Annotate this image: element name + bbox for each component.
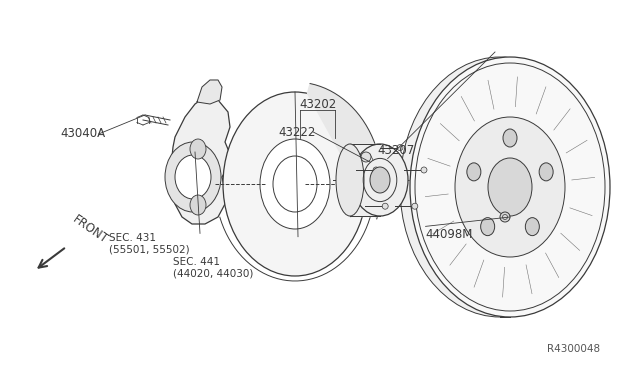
- Ellipse shape: [190, 139, 206, 159]
- Ellipse shape: [525, 218, 540, 235]
- Ellipse shape: [175, 155, 211, 199]
- Polygon shape: [307, 84, 382, 219]
- Polygon shape: [197, 80, 222, 104]
- Circle shape: [382, 203, 388, 209]
- Text: FRONT: FRONT: [70, 213, 111, 247]
- Ellipse shape: [455, 117, 565, 257]
- Ellipse shape: [352, 144, 408, 216]
- Ellipse shape: [190, 195, 206, 215]
- Text: 44098M: 44098M: [426, 228, 473, 241]
- Text: SEC. 431
(55501, 55502): SEC. 431 (55501, 55502): [109, 232, 189, 254]
- Ellipse shape: [223, 92, 367, 276]
- Text: R4300048: R4300048: [547, 344, 600, 354]
- Ellipse shape: [503, 129, 517, 147]
- Circle shape: [397, 145, 403, 151]
- Ellipse shape: [488, 158, 532, 216]
- Ellipse shape: [336, 144, 364, 216]
- Ellipse shape: [481, 218, 495, 235]
- Ellipse shape: [165, 142, 221, 212]
- Text: 43202: 43202: [300, 98, 337, 110]
- Ellipse shape: [260, 139, 330, 229]
- Circle shape: [421, 167, 427, 173]
- Polygon shape: [350, 144, 380, 216]
- Ellipse shape: [467, 163, 481, 181]
- Circle shape: [361, 152, 371, 162]
- Text: 43040A: 43040A: [61, 128, 106, 140]
- Text: SEC. 441
(44020, 44030): SEC. 441 (44020, 44030): [173, 257, 253, 278]
- Circle shape: [412, 203, 418, 209]
- Circle shape: [373, 167, 379, 173]
- Text: 43222: 43222: [278, 126, 316, 138]
- Ellipse shape: [400, 57, 600, 317]
- Ellipse shape: [410, 57, 610, 317]
- Circle shape: [500, 212, 510, 222]
- Ellipse shape: [370, 167, 390, 193]
- Polygon shape: [172, 97, 230, 224]
- Ellipse shape: [539, 163, 553, 181]
- Text: 43207: 43207: [378, 144, 415, 157]
